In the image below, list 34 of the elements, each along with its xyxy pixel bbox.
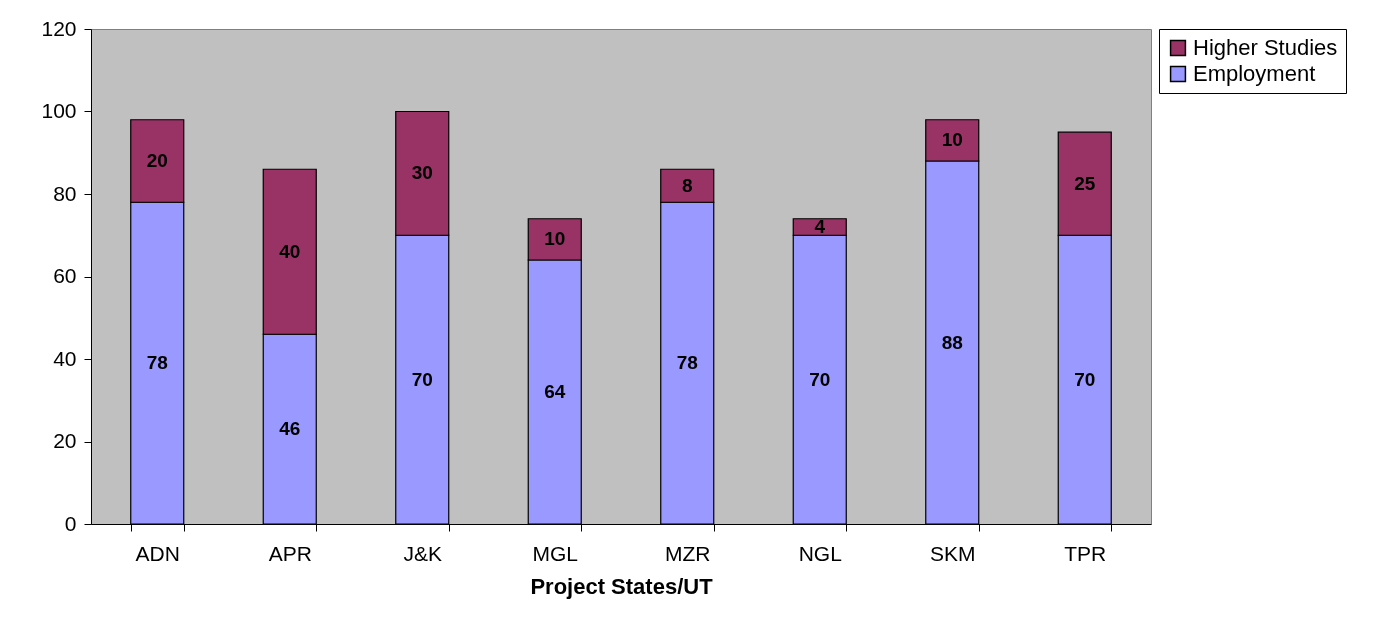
- data-label: 64: [544, 381, 566, 402]
- data-label: 30: [411, 162, 433, 184]
- y-tick-label: 40: [53, 346, 77, 370]
- data-label: 88: [941, 331, 963, 353]
- x-axis-title: Project States/UT: [530, 573, 714, 599]
- y-tick-label: 0: [64, 511, 77, 535]
- y-tick-label: 120: [41, 16, 77, 40]
- data-label: 10: [544, 228, 566, 250]
- data-label: 46: [279, 418, 301, 440]
- x-tick-label: APR: [268, 541, 312, 565]
- legend-label: Employment: [1193, 61, 1316, 86]
- data-label: 25: [1074, 172, 1096, 194]
- data-label: 40: [279, 240, 301, 262]
- data-label: 70: [809, 368, 831, 390]
- y-tick-label: 20: [53, 429, 77, 452]
- data-label: 78: [146, 352, 168, 374]
- x-tick-label: MZR: [665, 541, 711, 565]
- y-tick-label: 80: [53, 181, 77, 205]
- x-tick-label: NGL: [798, 541, 842, 565]
- data-label: 70: [411, 368, 433, 390]
- data-label: 70: [1074, 368, 1096, 390]
- data-label: 20: [146, 150, 168, 171]
- data-label: 78: [676, 352, 698, 374]
- data-label: 4: [814, 216, 826, 237]
- y-tick-label: 60: [53, 264, 77, 287]
- x-tick-label: MGL: [532, 541, 579, 565]
- data-label: 8: [681, 174, 693, 196]
- legend-label: Higher Studies: [1193, 35, 1338, 60]
- data-label: 10: [941, 129, 963, 151]
- y-tick-label: 100: [41, 99, 77, 122]
- x-tick-label: SKM: [929, 541, 976, 565]
- x-tick-label: J&K: [403, 541, 443, 565]
- x-tick-label: TPR: [1064, 541, 1107, 565]
- x-tick-label: ADN: [135, 541, 180, 565]
